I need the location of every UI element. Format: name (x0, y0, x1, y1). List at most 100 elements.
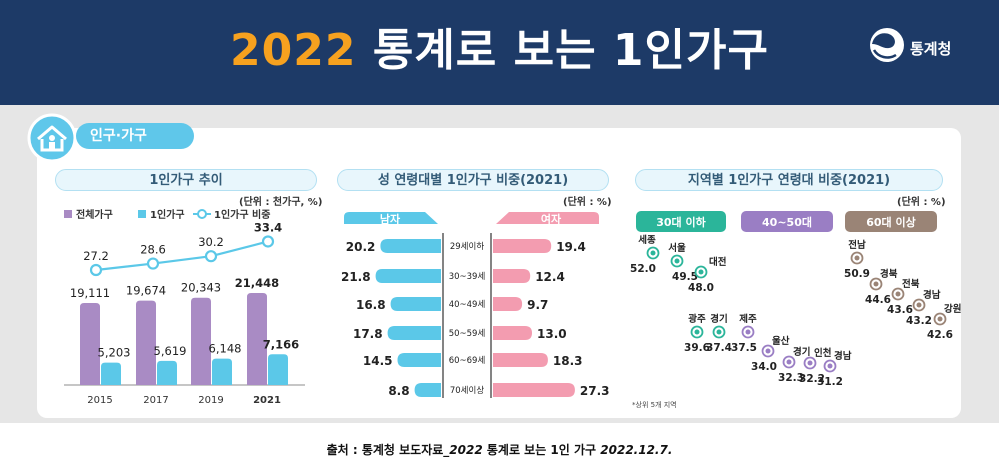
chart2-unit: (단위 : %) (563, 197, 612, 208)
region-marker-dot (765, 348, 771, 354)
region-marker-dot (674, 258, 680, 264)
region-name-label: 대전 (709, 256, 726, 268)
region-group-tab (741, 211, 833, 232)
bar-total-households (247, 293, 267, 385)
female-value-label: 27.3 (580, 384, 610, 398)
female-bar (493, 353, 548, 367)
region-name-label: 광주 (688, 313, 706, 325)
female-header-label: 여자 (541, 212, 562, 226)
ratio-label: 27.2 (83, 249, 109, 263)
female-bar (493, 297, 523, 311)
region-marker-dot (786, 359, 792, 365)
region-value-label: 44.6 (865, 294, 891, 306)
bar-total-households (80, 303, 100, 385)
chart1-title: 1인가구 추이 (55, 169, 317, 191)
male-bar (390, 297, 441, 311)
male-bar (397, 353, 441, 367)
header-banner: 2022 통계로 보는 1인가구 통계청 (0, 0, 999, 105)
male-value-label: 16.8 (356, 298, 386, 312)
region-marker-dot (716, 329, 722, 335)
x-tick-label: 2015 (87, 395, 112, 406)
bar-total-households (136, 300, 156, 385)
bar-single-label: 5,203 (98, 346, 131, 360)
x-tick-label: 2021 (253, 395, 281, 406)
region-name-label: 세종 (638, 234, 656, 246)
ratio-point (89, 263, 103, 277)
ratio-point (261, 235, 275, 248)
chart3-unit: (단위 : %) (897, 197, 946, 208)
region-value-label: 39.6 (684, 342, 710, 354)
age-group-label: 29세이하 (450, 241, 484, 252)
ratio-label: 28.6 (140, 243, 166, 257)
region-value-label: 43.6 (887, 304, 913, 316)
chart2-title: 성 연령대별 1인가구 비중(2021) (337, 169, 609, 191)
bar-single-label: 7,166 (263, 337, 299, 351)
female-value-label: 12.4 (535, 270, 565, 284)
male-bar (414, 383, 441, 397)
ratio-point (146, 257, 160, 270)
male-bar (387, 326, 441, 340)
ratio-line (95, 240, 269, 272)
female-value-label: 18.3 (553, 354, 583, 368)
bar-single-households (212, 358, 232, 385)
region-name-label: 울산 (772, 335, 790, 347)
region-value-label: 42.6 (927, 329, 953, 341)
male-value-label: 8.8 (388, 384, 409, 398)
legend-total-label: 전체가구 (76, 208, 113, 221)
source-caption: 출처 : 통계청 보도자료_2022 통계로 보는 1인 가구 2022.12.… (0, 441, 999, 458)
region-marker-dot (916, 302, 922, 308)
region-marker-dot (937, 316, 943, 322)
legend-total-swatch (64, 210, 72, 218)
bar-single-households (268, 354, 288, 385)
bar-single-households (101, 362, 121, 385)
bar-total-label: 19,674 (126, 284, 166, 298)
region-marker-dot (650, 250, 656, 256)
chart1-legend: 전체가구 1인가구 1인가구 비중 (64, 208, 270, 221)
x-tick-label: 2017 (143, 395, 168, 406)
region-marker-dot (698, 269, 704, 275)
region-value-label: 34.0 (751, 361, 777, 373)
source-doc: 통계로 보는 1인 가구 (482, 443, 601, 457)
region-value-label: 32.3 (778, 372, 804, 384)
region-marker-dot (827, 363, 833, 369)
bar-single-label: 6,148 (209, 342, 242, 356)
male-value-label: 21.8 (341, 270, 371, 284)
ratio-label: 33.4 (254, 220, 282, 234)
legend-single-label: 1인가구 (150, 208, 185, 221)
region-name-label: 경기 (793, 346, 810, 358)
female-header-tab (496, 212, 599, 224)
age-group-label: 30~39세 (449, 272, 486, 282)
title-year: 2022 (230, 25, 357, 76)
household-icon (27, 113, 77, 163)
region-value-label: 43.2 (906, 315, 932, 327)
region-name-label: 전남 (848, 239, 866, 251)
male-value-label: 14.5 (363, 354, 393, 368)
page-title: 2022 통계로 보는 1인가구 (0, 14, 999, 78)
region-group-tab (845, 211, 937, 232)
bar-total-label: 19,111 (70, 286, 110, 300)
region-name-label: 인천 (814, 348, 831, 359)
region-value-label: 50.9 (844, 268, 870, 280)
age-group-label: 50~59세 (449, 329, 486, 339)
region-marker-dot (807, 360, 813, 366)
ratio-point (204, 250, 218, 263)
region-marker-dot (895, 291, 901, 297)
age-group-label: 40~49세 (449, 300, 486, 310)
region-marker-dot (694, 329, 700, 335)
female-bar (493, 239, 552, 253)
bar-single-label: 5,619 (154, 344, 187, 358)
region-marker-dot (873, 281, 879, 287)
region-marker-dot (745, 329, 751, 335)
female-value-label: 19.4 (556, 240, 586, 254)
region-value-label: 49.5 (672, 271, 698, 283)
male-header-tab (344, 212, 438, 224)
male-value-label: 20.2 (346, 240, 376, 254)
section-title: 인구·가구 (76, 123, 194, 149)
bar-total-households (191, 297, 211, 385)
region-value-label: 48.0 (688, 282, 714, 294)
source-date: 2022.12.7. (600, 443, 673, 457)
region-name-label: 경북 (880, 268, 898, 280)
region-name-label: 제주 (739, 313, 757, 325)
region-value-label: 37.5 (731, 342, 757, 354)
